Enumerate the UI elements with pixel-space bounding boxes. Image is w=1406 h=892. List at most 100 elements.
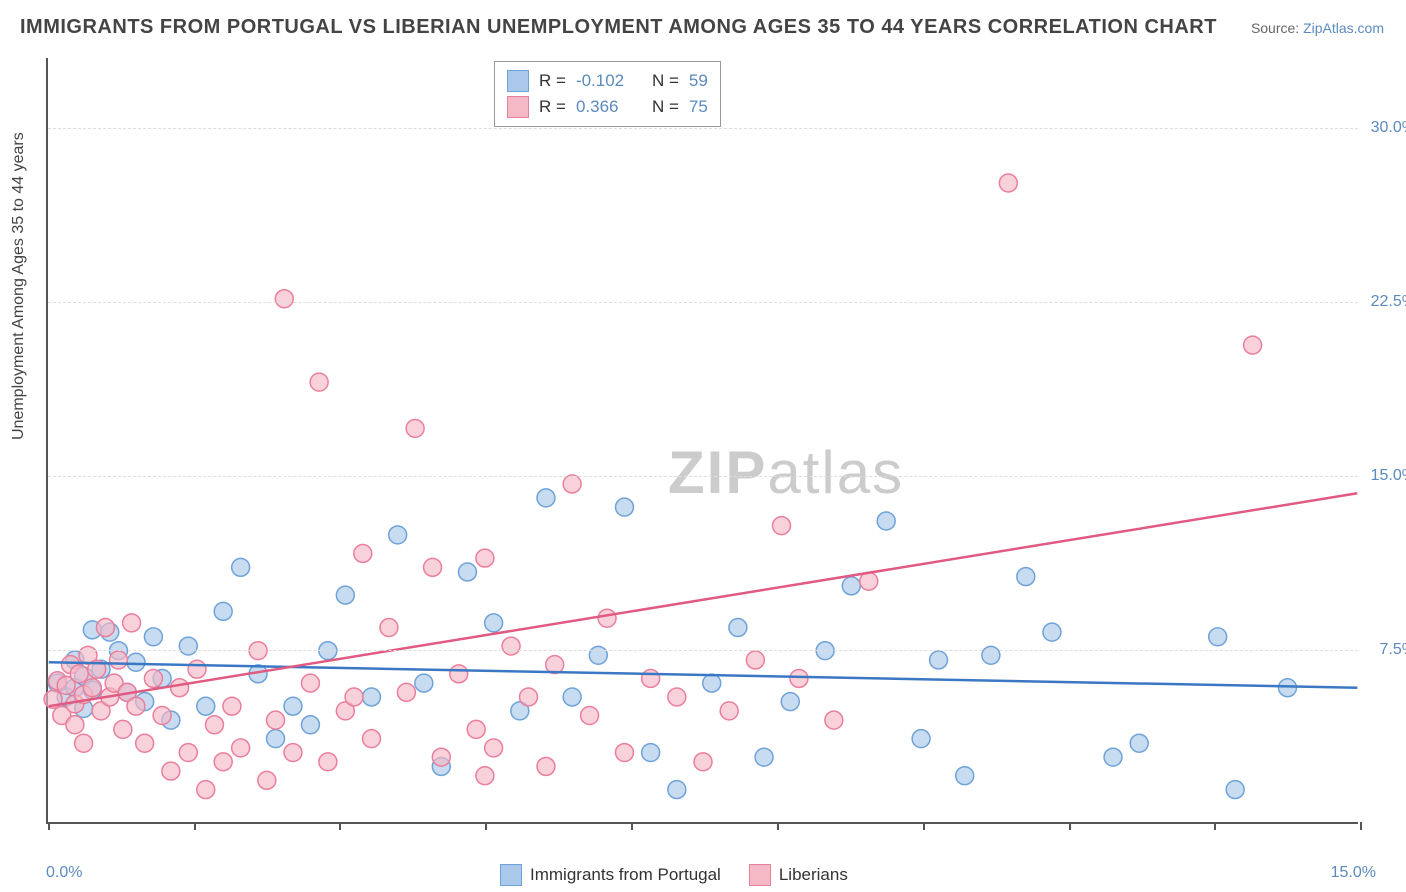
point-portugal	[537, 489, 555, 507]
point-portugal	[703, 674, 721, 692]
point-liberians	[773, 517, 791, 535]
point-portugal	[668, 781, 686, 799]
point-portugal	[179, 637, 197, 655]
series-legend: Immigrants from Portugal Liberians	[500, 864, 848, 886]
legend-label-liberians: Liberians	[779, 865, 848, 885]
point-liberians	[319, 753, 337, 771]
point-liberians	[153, 707, 171, 725]
x-tick	[194, 822, 196, 830]
point-liberians	[1244, 336, 1262, 354]
point-liberians	[720, 702, 738, 720]
x-axis-min-label: 0.0%	[46, 864, 82, 882]
x-tick	[48, 822, 50, 830]
y-tick-label: 7.5%	[1380, 641, 1406, 659]
source-label: Source:	[1251, 20, 1303, 36]
grid-line	[48, 128, 1358, 129]
x-tick	[923, 822, 925, 830]
point-portugal	[1043, 623, 1061, 641]
x-tick	[1360, 822, 1362, 830]
point-liberians	[205, 716, 223, 734]
point-liberians	[310, 373, 328, 391]
point-liberians	[450, 665, 468, 683]
point-portugal	[458, 563, 476, 581]
point-liberians	[136, 734, 154, 752]
point-liberians	[668, 688, 686, 706]
point-portugal	[214, 602, 232, 620]
point-liberians	[363, 730, 381, 748]
x-tick	[1214, 822, 1216, 830]
point-liberians	[598, 609, 616, 627]
point-liberians	[581, 707, 599, 725]
x-tick	[777, 822, 779, 830]
point-liberians	[502, 637, 520, 655]
point-liberians	[380, 619, 398, 637]
x-tick	[1069, 822, 1071, 830]
point-portugal	[1226, 781, 1244, 799]
point-liberians	[127, 697, 145, 715]
point-portugal	[729, 619, 747, 637]
x-axis-max-label: 15.0%	[1331, 864, 1376, 882]
x-tick	[485, 822, 487, 830]
point-portugal	[563, 688, 581, 706]
point-liberians	[424, 558, 442, 576]
point-liberians	[214, 753, 232, 771]
point-liberians	[406, 419, 424, 437]
point-liberians	[114, 720, 132, 738]
point-liberians	[301, 674, 319, 692]
point-liberians	[110, 651, 128, 669]
point-liberians	[96, 619, 114, 637]
point-liberians	[197, 781, 215, 799]
point-liberians	[825, 711, 843, 729]
point-portugal	[842, 577, 860, 595]
source-attribution: Source: ZipAtlas.com	[1251, 20, 1384, 36]
point-portugal	[642, 744, 660, 762]
point-liberians	[75, 734, 93, 752]
y-tick-label: 22.5%	[1371, 293, 1406, 311]
point-portugal	[389, 526, 407, 544]
point-portugal	[232, 558, 250, 576]
point-portugal	[1209, 628, 1227, 646]
point-portugal	[755, 748, 773, 766]
point-portugal	[336, 586, 354, 604]
point-liberians	[485, 739, 503, 757]
chart-svg	[48, 58, 1358, 822]
point-liberians	[258, 771, 276, 789]
point-liberians	[70, 665, 88, 683]
point-portugal	[144, 628, 162, 646]
point-portugal	[267, 730, 285, 748]
point-portugal	[912, 730, 930, 748]
point-portugal	[1104, 748, 1122, 766]
point-liberians	[232, 739, 250, 757]
point-portugal	[781, 693, 799, 711]
point-portugal	[930, 651, 948, 669]
grid-line	[48, 650, 1358, 651]
legend-item-liberians: Liberians	[749, 864, 848, 886]
point-portugal	[616, 498, 634, 516]
point-liberians	[520, 688, 538, 706]
source-link[interactable]: ZipAtlas.com	[1303, 20, 1384, 36]
grid-line	[48, 476, 1358, 477]
point-liberians	[123, 614, 141, 632]
plot-area: R = -0.102 N = 59 R = 0.366 N = 75 ZIPat…	[46, 58, 1358, 824]
point-liberians	[397, 683, 415, 701]
point-portugal	[485, 614, 503, 632]
point-liberians	[179, 744, 197, 762]
point-liberians	[563, 475, 581, 493]
point-liberians	[432, 748, 450, 766]
point-liberians	[284, 744, 302, 762]
x-tick	[631, 822, 633, 830]
point-liberians	[746, 651, 764, 669]
point-portugal	[284, 697, 302, 715]
point-portugal	[1017, 568, 1035, 586]
point-portugal	[956, 767, 974, 785]
point-liberians	[144, 669, 162, 687]
chart-title: IMMIGRANTS FROM PORTUGAL VS LIBERIAN UNE…	[20, 16, 1217, 39]
point-liberians	[537, 757, 555, 775]
point-liberians	[345, 688, 363, 706]
point-liberians	[642, 669, 660, 687]
point-liberians	[476, 767, 494, 785]
point-liberians	[999, 174, 1017, 192]
point-liberians	[476, 549, 494, 567]
legend-item-portugal: Immigrants from Portugal	[500, 864, 721, 886]
point-portugal	[1130, 734, 1148, 752]
